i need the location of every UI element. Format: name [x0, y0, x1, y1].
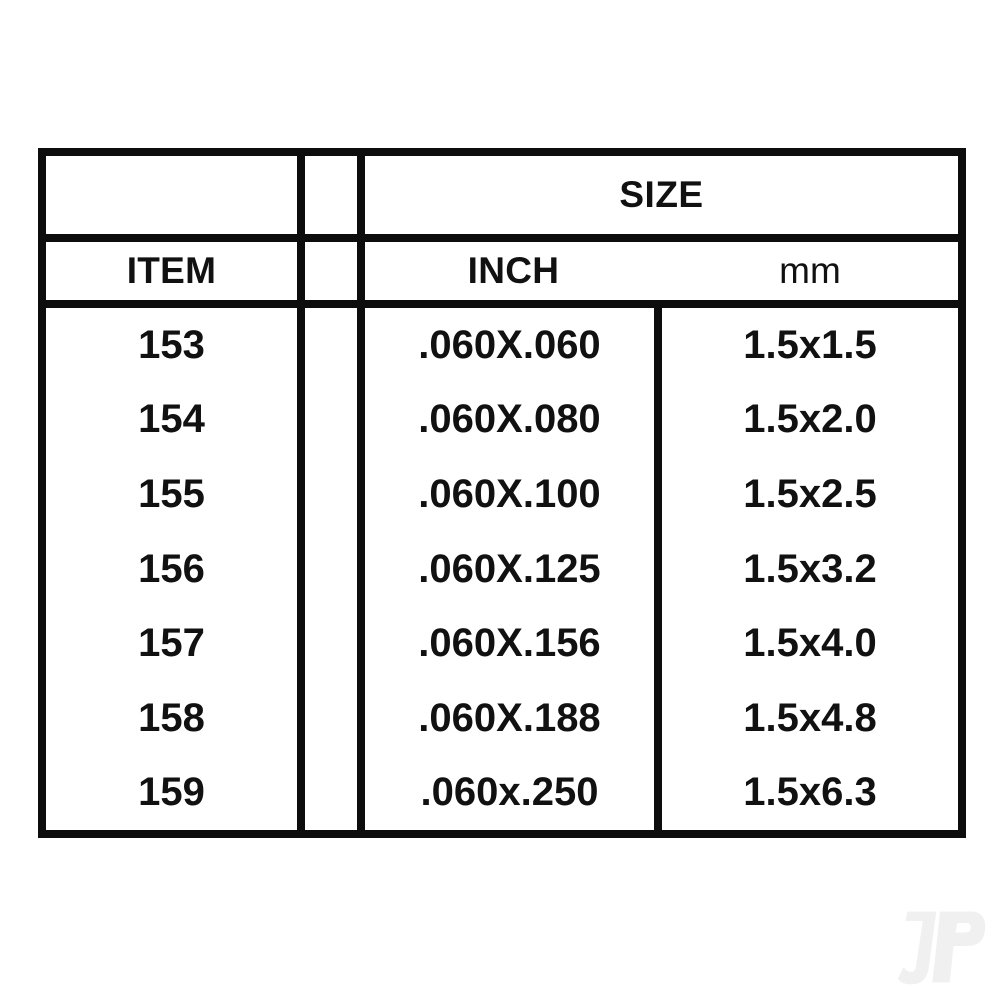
column-header-row: ITEM INCH mm	[46, 242, 958, 308]
specification-table: SIZE ITEM INCH mm 153 154 155 156 157 15…	[38, 148, 966, 838]
header-blank-spacer	[305, 156, 365, 234]
header-blank-item	[46, 156, 305, 234]
table-body: 153 154 155 156 157 158 159 .060X.060 .0…	[46, 308, 958, 830]
body-column-item: 153 154 155 156 157 158 159	[46, 308, 305, 830]
table-row: .060X.125	[418, 546, 601, 591]
body-column-spacer	[305, 308, 365, 830]
table-row: 157	[138, 621, 205, 666]
table-row: 153	[138, 322, 205, 367]
table-row: .060X.100	[418, 471, 601, 516]
table-row: 155	[138, 471, 205, 516]
table-row: 1.5x2.0	[743, 397, 877, 442]
body-column-inch: .060X.060 .060X.080 .060X.100 .060X.125 …	[365, 308, 662, 830]
column-header-inch: INCH	[467, 250, 560, 291]
table-row: 154	[138, 397, 205, 442]
table-row: 1.5x3.2	[743, 546, 877, 591]
table-row: .060x.250	[420, 770, 599, 815]
table-row: 159	[138, 770, 205, 815]
table-row: .060X.080	[418, 397, 601, 442]
column-header-item: ITEM	[46, 242, 305, 300]
table-row: 158	[138, 695, 205, 740]
table-row: 1.5x6.3	[743, 770, 877, 815]
jp-logo-watermark	[897, 911, 986, 985]
column-header-mm: mm	[779, 250, 841, 291]
table-row: 156	[138, 546, 205, 591]
table-row: .060X.156	[418, 621, 601, 666]
table-row: 1.5x2.5	[743, 471, 877, 516]
body-column-mm: 1.5x1.5 1.5x2.0 1.5x2.5 1.5x3.2 1.5x4.0 …	[662, 308, 958, 830]
table-row: 1.5x4.8	[743, 695, 877, 740]
group-header-size: SIZE	[619, 174, 704, 215]
table-row: .060X.188	[418, 695, 601, 740]
group-header-row: SIZE	[46, 156, 958, 242]
table-row: 1.5x4.0	[743, 621, 877, 666]
table-row: 1.5x1.5	[743, 322, 877, 367]
column-header-blank-spacer	[305, 242, 365, 300]
table-row: .060X.060	[418, 322, 601, 367]
